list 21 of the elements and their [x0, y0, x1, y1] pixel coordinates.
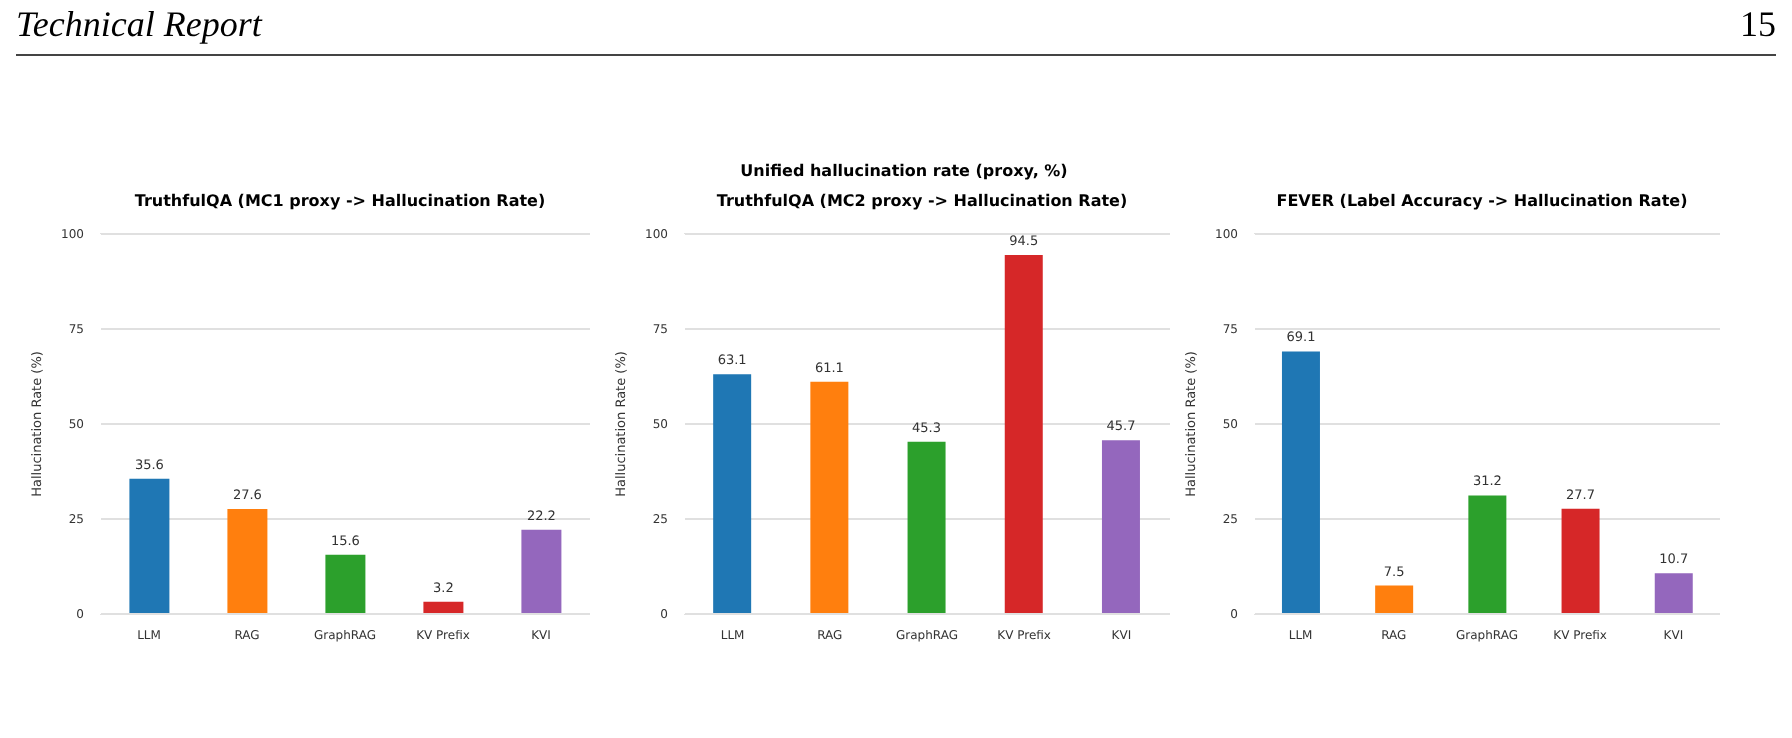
bar — [1468, 495, 1507, 614]
bar — [1004, 254, 1043, 614]
bar — [325, 554, 366, 614]
bar — [1561, 508, 1600, 614]
chart-title: TruthfulQA (MC1 proxy -> Hallucination Rate) — [132, 192, 548, 210]
bar — [1281, 351, 1320, 614]
text: Technical Report — [16, 4, 262, 46]
chart-title: FEVER (Label Accuracy -> Hallucination Rate) — [1274, 192, 1690, 210]
bar — [907, 441, 946, 614]
bar — [810, 381, 849, 614]
bar — [1654, 573, 1693, 614]
bar — [227, 509, 268, 614]
bar — [129, 478, 170, 614]
chart-title: TruthfulQA (MC2 proxy -> Hallucination Rate) — [714, 192, 1130, 210]
bar — [1375, 585, 1414, 614]
text: Unified hallucination rate (proxy, %) — [738, 162, 1070, 180]
bar — [1101, 440, 1140, 614]
bar — [521, 529, 562, 614]
text: 15 — [1740, 4, 1776, 46]
bar — [713, 374, 752, 614]
bar — [423, 601, 464, 614]
